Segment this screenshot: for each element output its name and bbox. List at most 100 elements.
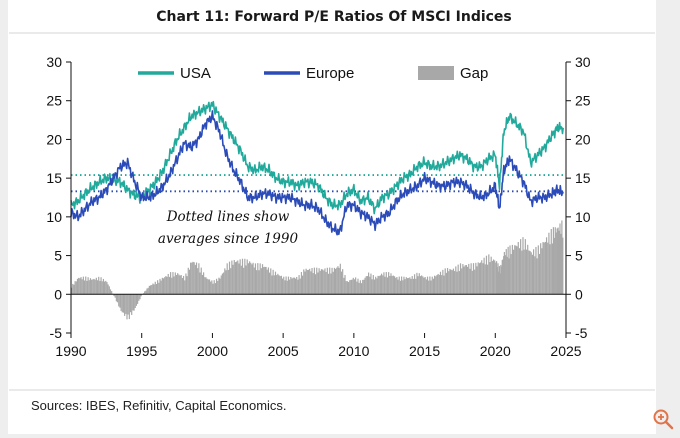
gap-bar-27-1 (263, 267, 265, 295)
gap-bar-51-1 (432, 278, 435, 295)
gap-bar-38-0 (339, 263, 341, 295)
gap-bar-3-2 (94, 279, 96, 295)
y-tick-label-left-6: 25 (46, 93, 62, 109)
gap-bar-60-5 (498, 266, 501, 295)
gap-bar-1-0 (78, 277, 80, 295)
gap-bar-32-0 (297, 279, 299, 295)
gap-bar-61-2 (500, 266, 503, 295)
gap-bar-67-0 (537, 245, 539, 295)
gap-bar-5-1 (107, 284, 109, 295)
gap-bar-54-5 (458, 271, 460, 295)
gap-bar-52-0 (438, 274, 440, 295)
gap-bar-20-2 (214, 283, 216, 295)
gap-bar-64-0 (516, 246, 518, 295)
gap-bar-64-3 (520, 239, 522, 295)
gap-bar-45-4 (393, 276, 396, 295)
gap-bar-8-3 (131, 294, 133, 315)
chart-card: Chart 11: Forward P/E Ratios Of MSCI Ind… (8, 0, 656, 434)
gap-bar-20-3 (215, 278, 218, 295)
gap-bar-15-2 (179, 275, 181, 295)
gap-bar-2-1 (86, 280, 88, 295)
gap-bar-64-5 (522, 237, 524, 295)
gap-bar-13-0 (162, 278, 165, 295)
gap-bar-26-3 (258, 270, 260, 295)
gap-bar-28-3 (272, 269, 274, 295)
gap-bar-42-3 (371, 279, 373, 295)
gap-bar-31-2 (292, 277, 294, 295)
gap-bar-36-0 (325, 272, 327, 295)
gap-bar-42-5 (373, 279, 376, 295)
legend-label-gap: Gap (460, 65, 488, 82)
gap-bar-24-1 (241, 258, 244, 295)
gap-bar-62-1 (504, 255, 506, 295)
gap-bar-54-2 (455, 266, 457, 295)
gap-bar-53-3 (449, 268, 451, 295)
gap-bar-5-0 (106, 282, 108, 295)
gap-bar-17-4 (195, 262, 198, 295)
y-tick-label-right-4: 15 (575, 170, 591, 186)
gap-bar-65-4 (528, 250, 530, 295)
legend-label-usa: USA (180, 65, 211, 82)
gap-bar-39-5 (352, 277, 354, 295)
gap-bar-22-2 (228, 261, 231, 295)
gap-bar-21-5 (225, 270, 227, 295)
gap-bar-66-1 (531, 254, 534, 295)
gap-bar-44-1 (383, 272, 385, 295)
gap-bar-55-3 (463, 266, 465, 295)
gap-bar-44-5 (388, 272, 390, 295)
gap-bar-4-4 (104, 281, 106, 295)
gap-bar-3-4 (96, 280, 99, 295)
gap-bar-29-4 (280, 275, 282, 295)
gap-bar-27-2 (264, 266, 266, 295)
x-tick-label-1: 1995 (126, 343, 157, 359)
gap-bar-10-2 (144, 291, 146, 295)
gap-bar-70-1 (558, 230, 560, 295)
gap-bar-27-3 (265, 266, 267, 295)
gap-bar-30-4 (287, 276, 290, 295)
gap-bar-46-3 (399, 280, 402, 295)
gap-bar-63-2 (511, 244, 513, 295)
gap-bar-70-4 (561, 220, 563, 295)
gap-bar-57-5 (479, 262, 482, 295)
gap-bar-5-3 (109, 289, 112, 295)
gap-bar-20-5 (218, 277, 220, 295)
gap-bar-25-2 (250, 262, 252, 295)
gap-bar-51-3 (435, 276, 437, 295)
gap-bar-67-1 (538, 253, 541, 295)
gap-bar-12-4 (160, 280, 162, 295)
gap-bar-46-2 (398, 276, 400, 295)
gap-bar-44-4 (386, 277, 389, 295)
gap-bar-1-5 (83, 280, 86, 295)
gap-bar-13-5 (168, 276, 171, 295)
gap-bar-1-3 (81, 279, 83, 295)
gap-bar-6-3 (116, 294, 119, 303)
gap-bar-45-5 (395, 277, 397, 295)
gap-bar-32-3 (300, 272, 303, 295)
y-tick-label-left-2: 5 (54, 248, 62, 264)
gap-bar-70-3 (560, 233, 562, 295)
gap-bar-5-2 (108, 286, 110, 295)
gap-bar-58-0 (481, 260, 483, 295)
gap-bar-8-1 (128, 294, 130, 320)
gap-bar-62-4 (507, 246, 509, 295)
gap-bar-0-1 (72, 283, 74, 295)
gap-bar-59-1 (489, 262, 491, 295)
gap-bar-17-3 (194, 264, 196, 295)
gap-bar-41-5 (366, 276, 369, 295)
gap-bar-52-2 (441, 275, 443, 295)
gap-bar-62-3 (506, 256, 508, 295)
gap-bar-9-1 (135, 294, 138, 306)
gap-bar-61-3 (501, 260, 503, 295)
gap-bar-18-1 (199, 272, 201, 295)
zoom-in-icon[interactable] (651, 407, 675, 431)
gap-bar-8-2 (129, 294, 132, 313)
gap-bar-26-0 (254, 263, 257, 295)
gap-bar-28-2 (271, 275, 273, 295)
gap-bar-15-4 (181, 277, 183, 295)
gap-bar-59-5 (494, 260, 496, 295)
gap-bar-50-3 (428, 280, 430, 295)
gap-bar-31-0 (290, 276, 292, 295)
gap-bar-70-0 (557, 227, 559, 295)
gap-bar-69-2 (553, 237, 555, 295)
gap-bar-50-1 (425, 279, 427, 295)
